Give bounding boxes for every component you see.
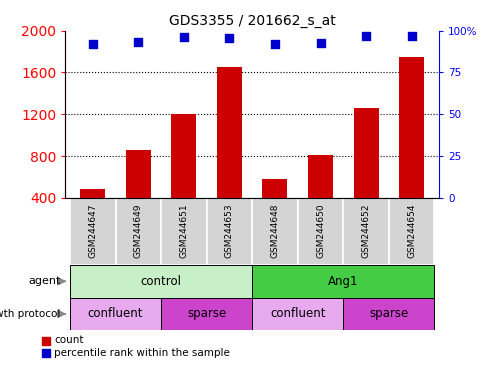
Text: GSM244649: GSM244649 (134, 203, 143, 258)
Bar (161, 298, 252, 330)
Bar (171, 114, 196, 240)
Bar (115, 198, 161, 265)
Bar (388, 198, 434, 265)
Bar (252, 265, 434, 298)
Text: GSM244647: GSM244647 (88, 203, 97, 258)
Bar (343, 198, 388, 265)
Bar (262, 179, 287, 240)
Text: GSM244654: GSM244654 (406, 203, 415, 258)
Bar (216, 67, 242, 240)
Text: GSM244653: GSM244653 (225, 203, 233, 258)
Text: control: control (140, 275, 181, 288)
Bar (297, 198, 343, 265)
Bar (353, 108, 378, 240)
Point (225, 35, 233, 41)
Text: GSM244648: GSM244648 (270, 203, 279, 258)
Text: agent: agent (28, 276, 61, 286)
Bar (252, 298, 343, 330)
Legend: count, percentile rank within the sample: count, percentile rank within the sample (43, 336, 230, 358)
Text: sparse: sparse (368, 308, 408, 320)
Text: GSM244651: GSM244651 (179, 203, 188, 258)
Text: GSM244650: GSM244650 (316, 203, 324, 258)
Bar (70, 198, 115, 265)
Text: confluent: confluent (88, 308, 143, 320)
Text: GSM244652: GSM244652 (361, 203, 370, 258)
Text: confluent: confluent (270, 308, 325, 320)
Bar (307, 155, 333, 240)
Point (316, 40, 324, 46)
Bar (80, 189, 105, 240)
Point (362, 33, 369, 40)
Bar (161, 198, 206, 265)
Title: GDS3355 / 201662_s_at: GDS3355 / 201662_s_at (168, 14, 335, 28)
Bar (343, 298, 434, 330)
Bar (70, 265, 252, 298)
Bar (125, 150, 151, 240)
Point (180, 34, 187, 40)
Point (271, 41, 278, 47)
Bar (206, 198, 252, 265)
Point (407, 33, 415, 40)
Text: sparse: sparse (187, 308, 226, 320)
Bar (70, 298, 161, 330)
Bar (398, 57, 423, 240)
Point (89, 41, 96, 47)
Text: growth protocol: growth protocol (0, 309, 60, 319)
Bar (252, 198, 297, 265)
Point (134, 39, 142, 45)
Text: Ang1: Ang1 (327, 275, 358, 288)
